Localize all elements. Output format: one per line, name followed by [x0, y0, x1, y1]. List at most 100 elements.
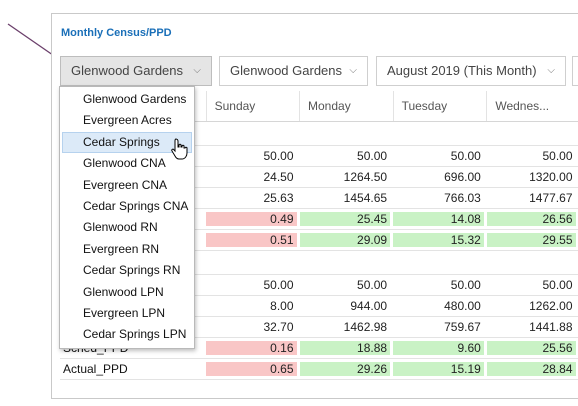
table-cell: 50.00	[206, 145, 300, 167]
table-cell: 15.32	[393, 229, 487, 251]
dropdown-option[interactable]: Glenwood RN	[83, 220, 158, 235]
hand-cursor-icon	[171, 138, 188, 160]
cell-value: 25.45	[299, 212, 391, 226]
cell-value: 8.00	[270, 299, 294, 313]
cell-value: 0.16	[206, 341, 297, 355]
column-header[interactable]: Sunday	[206, 91, 301, 122]
cell-value: 480.00	[444, 299, 481, 313]
cell-value: 1264.50	[343, 170, 388, 184]
table-cell: 1264.50	[299, 166, 394, 188]
cell-value: 1262.00	[529, 299, 573, 313]
cell-value: 25.56	[486, 341, 576, 355]
cell-value: 50.00	[263, 149, 294, 163]
column-header[interactable]: Tuesday	[393, 91, 488, 122]
cell-value: 1454.65	[343, 191, 388, 205]
period-select[interactable]: August 2019 (This Month) ⌵	[376, 56, 566, 86]
cell-value: 29.55	[486, 233, 576, 247]
cell-value: 28.84	[486, 362, 576, 376]
cell-value: 1462.98	[343, 320, 388, 334]
cell-value: 14.08	[393, 212, 484, 226]
chevron-down-icon: ⌵	[349, 65, 357, 76]
table-cell: 480.00	[393, 295, 487, 317]
extra-select[interactable]	[572, 56, 578, 86]
cell-value: 0.51	[206, 233, 297, 247]
cell-value: 0.49	[206, 212, 297, 226]
cell-value: 50.00	[357, 278, 388, 292]
dropdown-option[interactable]: Glenwood Gardens	[83, 92, 187, 106]
table-cell: 759.67	[393, 316, 487, 338]
table-cell: 50.00	[486, 145, 578, 167]
table-cell: 1462.98	[299, 316, 394, 338]
table-cell: 50.00	[393, 274, 487, 296]
page-title: Monthly Census/PPD	[61, 27, 172, 39]
table-cell: 50.00	[393, 145, 487, 167]
table-cell: 0.16	[206, 337, 300, 359]
table-cell: 24.50	[206, 166, 300, 188]
cell-value: 759.67	[444, 320, 481, 334]
table-cell: 50.00	[486, 274, 578, 296]
table-cell: 29.26	[299, 358, 394, 380]
chevron-down-icon: ⌵	[193, 65, 201, 76]
dropdown-option[interactable]: Evergreen LPN	[83, 305, 166, 320]
table-cell: 50.00	[299, 274, 394, 296]
facility-secondary-value: Glenwood Gardens	[230, 63, 343, 78]
cell-value: 50.00	[542, 278, 573, 292]
dropdown-option[interactable]: Glenwood LPN	[83, 284, 164, 299]
table-cell: 1262.00	[486, 295, 578, 317]
cell-value: 26.56	[486, 212, 576, 226]
table-cell: 1477.67	[486, 187, 578, 209]
table-cell: 14.08	[393, 208, 487, 230]
chevron-down-icon: ⌵	[547, 65, 555, 76]
table-cell: 0.49	[206, 208, 300, 230]
row-label: Actual_PPD	[60, 358, 207, 380]
facility-dropdown-menu[interactable]: Glenwood Gardens Evergreen Acres Cedar Spr…	[59, 86, 195, 349]
cell-value: 15.19	[393, 362, 484, 376]
column-header[interactable]: Monday	[299, 91, 394, 122]
facility-secondary-select[interactable]: Glenwood Gardens ⌵	[219, 56, 368, 86]
dropdown-option[interactable]: Cedar Springs LPN	[83, 327, 187, 342]
column-header[interactable]: Wednes...	[486, 91, 578, 122]
cell-value: 18.88	[299, 341, 391, 355]
dropdown-option[interactable]: Evergreen CNA	[83, 177, 168, 192]
dropdown-option[interactable]: Evergreen RN	[83, 241, 160, 256]
table-cell: 25.63	[206, 187, 300, 209]
table-cell: 29.09	[299, 229, 394, 251]
dropdown-option[interactable]: Glenwood CNA	[83, 156, 166, 171]
table-row: Actual_PPD 0.65 29.26 15.19 28.84	[60, 358, 578, 380]
dropdown-option[interactable]: Evergreen Acres	[83, 113, 172, 128]
table-cell: 0.65	[206, 358, 300, 380]
table-cell: 25.56	[486, 337, 578, 359]
table-cell: 944.00	[299, 295, 394, 317]
dropdown-option[interactable]: Cedar Springs	[62, 131, 192, 154]
dropdown-option[interactable]: Cedar Springs CNA	[83, 198, 189, 213]
table-cell: 29.55	[486, 229, 578, 251]
table-cell: 766.03	[393, 187, 487, 209]
table-cell: 26.56	[486, 208, 578, 230]
table-cell: 9.60	[393, 337, 487, 359]
cell-value: 29.26	[299, 362, 391, 376]
cell-value: 766.03	[444, 191, 481, 205]
table-cell: 1320.00	[486, 166, 578, 188]
table-cell: 18.88	[299, 337, 394, 359]
cell-value: 50.00	[263, 278, 294, 292]
facility-select[interactable]: Glenwood Gardens ⌵	[60, 56, 212, 86]
table-cell: 50.00	[299, 145, 394, 167]
facility-select-value: Glenwood Gardens	[71, 63, 184, 78]
cell-value: 25.63	[263, 191, 294, 205]
cell-value: 1320.00	[529, 170, 573, 184]
cell-value: 50.00	[450, 278, 481, 292]
table-cell: 0.51	[206, 229, 300, 251]
dropdown-option[interactable]: Cedar Springs RN	[83, 263, 181, 278]
cell-value: 29.09	[299, 233, 391, 247]
cell-value: 50.00	[542, 149, 573, 163]
cell-value: 32.70	[263, 320, 294, 334]
table-cell: 1454.65	[299, 187, 394, 209]
cell-value: 696.00	[444, 170, 481, 184]
cell-value: 9.60	[393, 341, 484, 355]
cell-value: 24.50	[263, 170, 294, 184]
table-cell: 8.00	[206, 295, 300, 317]
table-cell: 696.00	[393, 166, 487, 188]
period-select-value: August 2019 (This Month)	[387, 63, 537, 78]
table-cell: 28.84	[486, 358, 578, 380]
table-cell: 25.45	[299, 208, 394, 230]
